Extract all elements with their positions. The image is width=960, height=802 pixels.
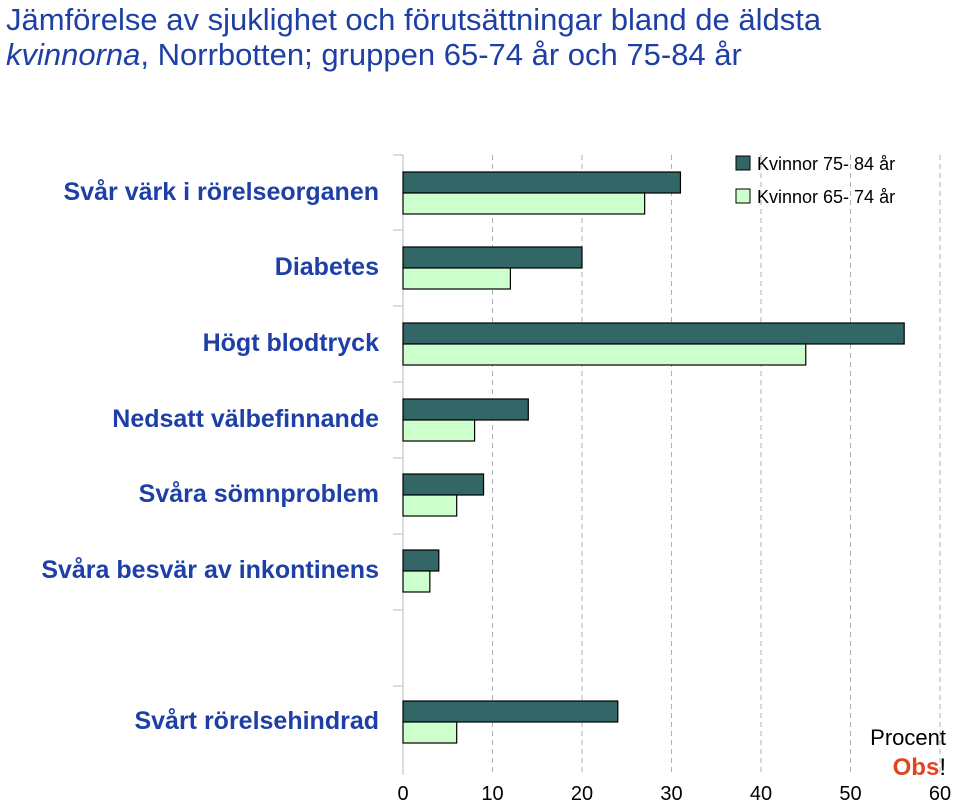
obs-note: Obs!: [893, 754, 946, 781]
bar-kvinnor-65-74: [402, 192, 646, 215]
bar-kvinnor-75-84: [402, 171, 682, 194]
axes: [393, 154, 404, 775]
category-label: Svårt rörelsehindrad: [134, 707, 379, 735]
legend-label: Kvinnor 75- 84 år: [757, 154, 895, 174]
category-label: Diabetes: [275, 253, 379, 281]
bar-kvinnor-65-74: [402, 494, 458, 517]
bar-kvinnor-75-84: [402, 322, 905, 345]
bar-kvinnor-65-74: [402, 419, 476, 442]
x-tick-label: 50: [839, 783, 861, 802]
bars: [402, 171, 905, 744]
x-tick-label: 30: [660, 783, 682, 802]
bar-kvinnor-75-84: [402, 246, 583, 269]
legend-swatch: [735, 188, 751, 204]
bar-kvinnor-75-84: [402, 473, 485, 496]
obs-word: Obs: [893, 754, 940, 781]
bar-kvinnor-65-74: [402, 343, 807, 366]
category-label: Svåra sömnproblem: [139, 480, 379, 508]
bar-kvinnor-65-74: [402, 267, 512, 290]
category-label: Svåra besvär av inkontinens: [41, 556, 379, 584]
bar-kvinnor-65-74: [402, 721, 458, 744]
category-labels: Svår värk i rörelseorganen Diabetes Högt b…: [41, 178, 379, 735]
title-part2: , Norrbotten; gruppen 65-74 år och 75-84…: [140, 37, 742, 72]
x-tick-label: 20: [571, 783, 593, 802]
x-tick-labels: 0 10 20 30 40 50 60: [397, 783, 951, 802]
bar-kvinnor-75-84: [402, 398, 529, 421]
obs-exclamation: !: [939, 754, 946, 781]
title-italic: kvinnorna: [6, 37, 141, 72]
bar-kvinnor-75-84: [402, 700, 619, 723]
chart-title: Jämförelse av sjuklighet och förutsättni…: [6, 2, 951, 72]
category-label: Nedsatt välbefinnande: [112, 405, 379, 433]
x-tick-label: 60: [929, 783, 951, 802]
x-tick-label: 40: [750, 783, 772, 802]
title-part1: Jämförelse av sjuklighet och förutsättni…: [6, 2, 822, 37]
x-tick-label: 0: [397, 783, 408, 802]
legend: Kvinnor 75- 84 år Kvinnor 65- 74 år: [735, 154, 895, 207]
legend-swatch: [735, 155, 751, 171]
legend-label: Kvinnor 65- 74 år: [757, 187, 895, 207]
x-axis-label: Procent: [870, 725, 946, 750]
x-tick-label: 10: [481, 783, 503, 802]
bar-kvinnor-75-84: [402, 549, 440, 572]
category-label: Svår värk i rörelseorganen: [64, 178, 379, 206]
category-label: Högt blodtryck: [203, 329, 379, 357]
bar-kvinnor-65-74: [402, 570, 431, 593]
